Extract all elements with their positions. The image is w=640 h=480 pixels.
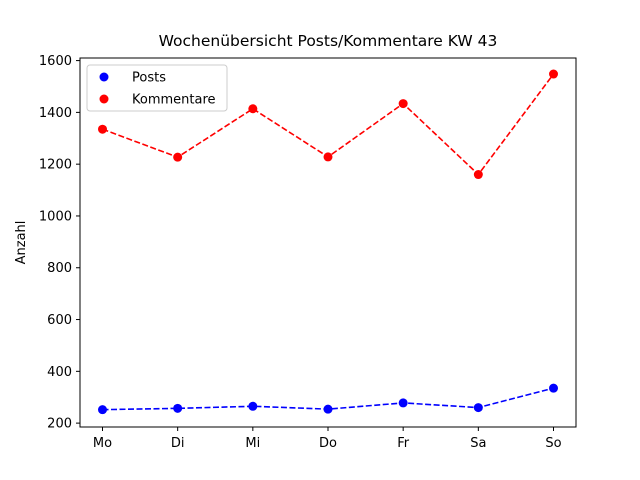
plot-area bbox=[98, 69, 558, 415]
data-point-posts bbox=[173, 403, 183, 413]
x-tick-label: Mo bbox=[93, 436, 112, 451]
y-axis-label: Anzahl bbox=[14, 221, 29, 265]
data-point-kommentare bbox=[398, 99, 408, 109]
chart-title: Wochenübersicht Posts/Kommentare KW 43 bbox=[159, 32, 498, 50]
x-tick-label: Mi bbox=[245, 436, 260, 451]
x-tick-label: So bbox=[545, 436, 561, 451]
y-tick-label: 800 bbox=[47, 261, 72, 276]
data-point-kommentare bbox=[98, 124, 107, 134]
y-tick-label: 1000 bbox=[39, 209, 72, 224]
x-ticks: Mo Di Mi Do Fr Sa So bbox=[93, 427, 562, 451]
legend-label-kommentare: Kommentare bbox=[132, 93, 216, 108]
data-point-kommentare bbox=[549, 69, 558, 79]
legend-marker-kommentare bbox=[99, 94, 109, 104]
data-point-kommentare bbox=[248, 104, 258, 114]
y-tick-label: 200 bbox=[47, 417, 72, 432]
y-tick-label: 1200 bbox=[39, 158, 72, 173]
data-point-posts bbox=[549, 383, 558, 393]
data-point-kommentare bbox=[173, 152, 183, 162]
data-point-posts bbox=[398, 398, 408, 408]
legend-box bbox=[86, 64, 228, 112]
y-ticks: 200 400 600 800 1000 1200 1400 1600 bbox=[39, 54, 80, 432]
data-point-posts bbox=[98, 405, 107, 415]
data-point-posts bbox=[323, 404, 333, 414]
x-tick-label: Di bbox=[171, 436, 185, 451]
legend: Posts Kommentare bbox=[86, 64, 228, 112]
y-tick-label: 600 bbox=[47, 313, 72, 328]
legend-marker-posts bbox=[99, 72, 109, 82]
y-tick-label: 400 bbox=[47, 365, 72, 380]
y-tick-label: 1400 bbox=[39, 106, 72, 121]
x-tick-label: Fr bbox=[397, 436, 410, 451]
y-tick-label: 1600 bbox=[39, 54, 72, 69]
legend-label-posts: Posts bbox=[132, 71, 166, 86]
x-tick-label: Sa bbox=[470, 436, 486, 451]
data-point-posts bbox=[473, 403, 483, 413]
data-point-kommentare bbox=[323, 152, 333, 162]
data-point-posts bbox=[248, 401, 258, 411]
data-point-kommentare bbox=[473, 170, 483, 180]
axes-frame bbox=[79, 57, 577, 428]
x-tick-label: Do bbox=[319, 436, 337, 451]
